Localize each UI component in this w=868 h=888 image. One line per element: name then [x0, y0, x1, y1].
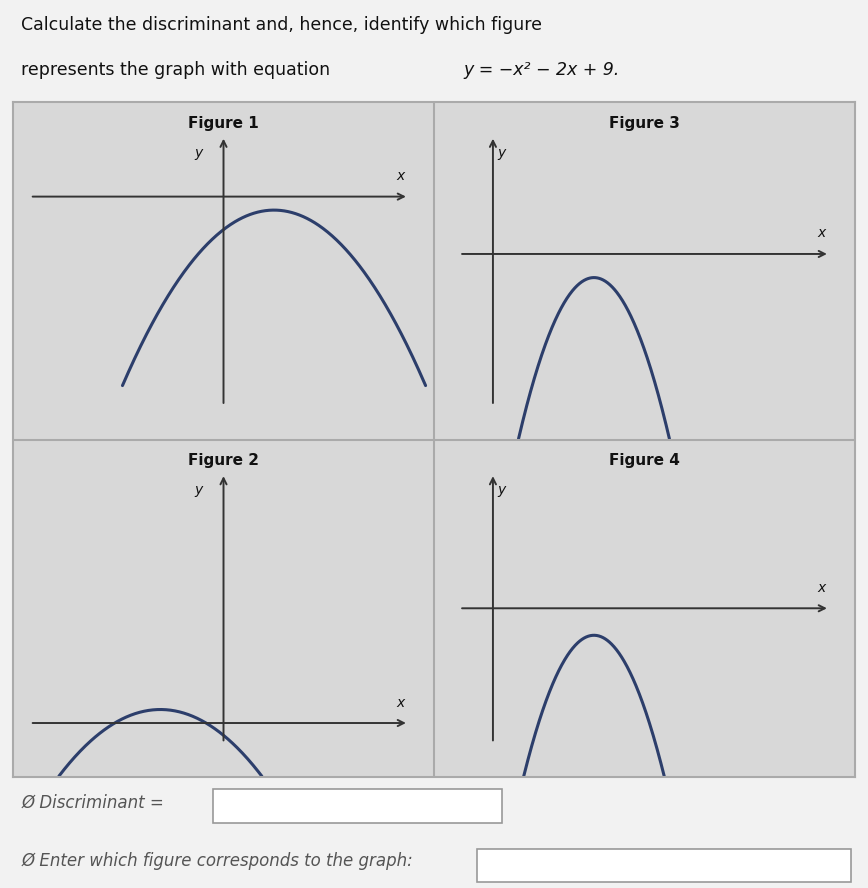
FancyBboxPatch shape: [477, 849, 851, 883]
Text: y: y: [194, 483, 202, 497]
Text: y = −x² − 2x + 9.: y = −x² − 2x + 9.: [464, 61, 620, 79]
Text: Calculate the discriminant and, hence, identify which figure: Calculate the discriminant and, hence, i…: [22, 16, 542, 34]
Text: Figure 3: Figure 3: [609, 115, 680, 131]
Text: Figure 4: Figure 4: [609, 453, 680, 468]
Text: represents the graph with equation: represents the graph with equation: [22, 61, 336, 79]
FancyBboxPatch shape: [213, 789, 502, 823]
Text: Figure 1: Figure 1: [188, 115, 259, 131]
Text: x: x: [396, 169, 404, 183]
Text: Ø Discriminant =: Ø Discriminant =: [22, 793, 164, 812]
Text: Ø Enter which figure corresponds to the graph:: Ø Enter which figure corresponds to the …: [22, 852, 413, 870]
Text: y: y: [497, 483, 505, 497]
Text: y: y: [497, 146, 505, 160]
Text: Figure 2: Figure 2: [188, 453, 259, 468]
Text: x: x: [817, 226, 825, 241]
Text: x: x: [396, 695, 404, 710]
Text: y: y: [194, 146, 202, 160]
Text: x: x: [817, 581, 825, 595]
